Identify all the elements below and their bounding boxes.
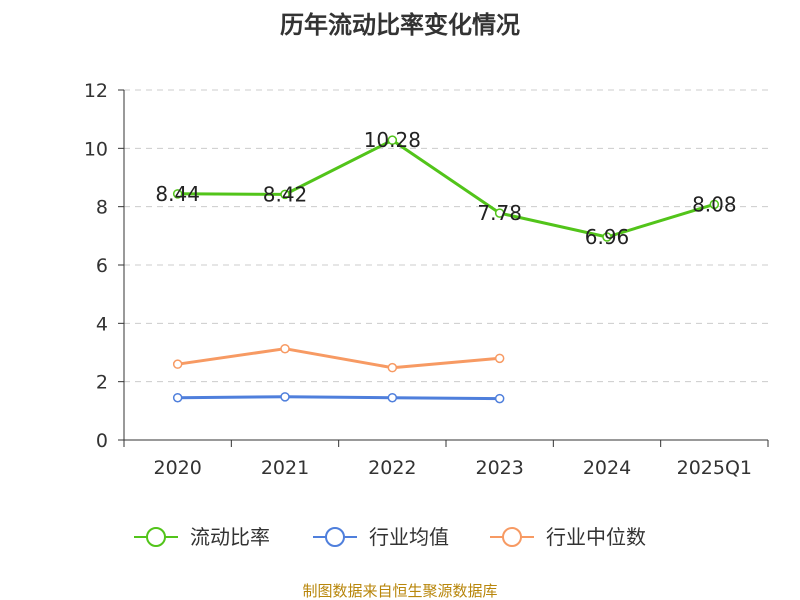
legend-label: 行业均值 (369, 525, 449, 549)
legend-swatch-marker (146, 527, 166, 547)
data-point (602, 232, 612, 242)
x-tick-label: 2023 (475, 457, 523, 479)
series-line (177, 395, 500, 401)
legend-swatch-marker (325, 527, 345, 547)
data-label: 8.42 (263, 182, 308, 206)
data-point (387, 135, 398, 145)
data-point (494, 208, 505, 218)
grid-lines (124, 89, 768, 383)
x-tick-label: 2022 (368, 457, 416, 479)
legend-label: 行业中位数 (546, 525, 646, 549)
data-point (494, 393, 505, 404)
data-label: 7.78 (477, 201, 522, 225)
y-tick-label: 6 (96, 255, 108, 277)
y-tick-label: 8 (96, 197, 108, 219)
data-point (280, 392, 290, 402)
x-tick-label: 2020 (153, 457, 201, 479)
x-tick-label: 2024 (583, 457, 631, 479)
y-tick-label: 0 (96, 430, 108, 452)
axes: 0 2 4 6 8 10 12 2020 2021 2022 2023 2024 2025Q1 (84, 80, 769, 479)
y-tick-label: 4 (96, 313, 108, 335)
data-point (387, 392, 398, 403)
data-point (172, 392, 183, 403)
y-tick-label: 2 (96, 372, 108, 394)
data-point (387, 362, 398, 373)
data-label: 6.96 (585, 225, 630, 249)
chart-title: 历年流动比率变化情况 (280, 11, 520, 39)
series-line (177, 347, 500, 370)
series-line (177, 138, 715, 239)
series-group (172, 135, 720, 404)
data-labels: 8.44 8.42 10.28 7.78 6.96 8.08 (155, 128, 736, 249)
data-label: 8.08 (692, 192, 737, 216)
data-label: 8.44 (155, 182, 200, 206)
source-note: 制图数据来自恒生聚源数据库 (302, 582, 497, 600)
y-tick-label: 12 (84, 80, 108, 102)
legend-label: 流动比率 (190, 525, 270, 549)
x-tick-label: 2021 (261, 457, 309, 479)
data-point (172, 189, 183, 199)
x-tick-label: 2025Q1 (677, 457, 752, 479)
legend: 流动比率 行业均值 行业中位数 (134, 525, 646, 549)
data-point (709, 199, 720, 210)
data-point (494, 353, 505, 364)
data-point (280, 343, 290, 354)
data-label: 10.28 (364, 128, 421, 152)
y-tick-label: 10 (84, 138, 108, 160)
legend-swatch-marker (502, 527, 522, 547)
data-point (280, 189, 290, 200)
data-point (172, 359, 183, 369)
